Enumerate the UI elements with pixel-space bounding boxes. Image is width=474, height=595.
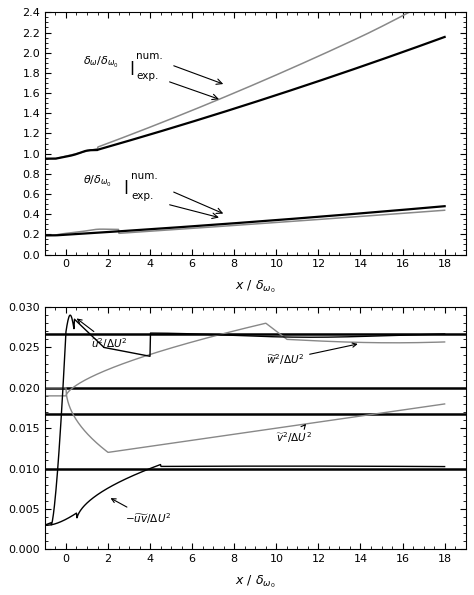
- Text: $-\widetilde{uv}/\Delta U^2$: $-\widetilde{uv}/\Delta U^2$: [111, 499, 171, 526]
- Text: $\theta / \delta_{\omega_0}$: $\theta / \delta_{\omega_0}$: [83, 174, 112, 189]
- Text: exp.: exp.: [131, 191, 154, 201]
- Text: $\widetilde{w}^2/\Delta U^2$: $\widetilde{w}^2/\Delta U^2$: [266, 343, 356, 367]
- Text: $\mathbf{|}$: $\mathbf{|}$: [128, 59, 134, 77]
- Text: exp.: exp.: [137, 71, 159, 81]
- Text: $\widetilde{u}^2/\Delta U^2$: $\widetilde{u}^2/\Delta U^2$: [78, 319, 128, 351]
- Text: $\widetilde{v}^2/\Delta U^2$: $\widetilde{v}^2/\Delta U^2$: [276, 425, 312, 445]
- Text: $\delta_\omega / \delta_{\omega_0}$: $\delta_\omega / \delta_{\omega_0}$: [83, 55, 118, 70]
- Text: num.: num.: [137, 51, 163, 61]
- X-axis label: $x\ /\ \delta_{\omega_0}$: $x\ /\ \delta_{\omega_0}$: [235, 279, 275, 295]
- X-axis label: $x\ /\ \delta_{\omega_0}$: $x\ /\ \delta_{\omega_0}$: [235, 574, 275, 590]
- Text: num.: num.: [131, 171, 158, 181]
- Text: $\mathbf{|}$: $\mathbf{|}$: [123, 178, 128, 196]
